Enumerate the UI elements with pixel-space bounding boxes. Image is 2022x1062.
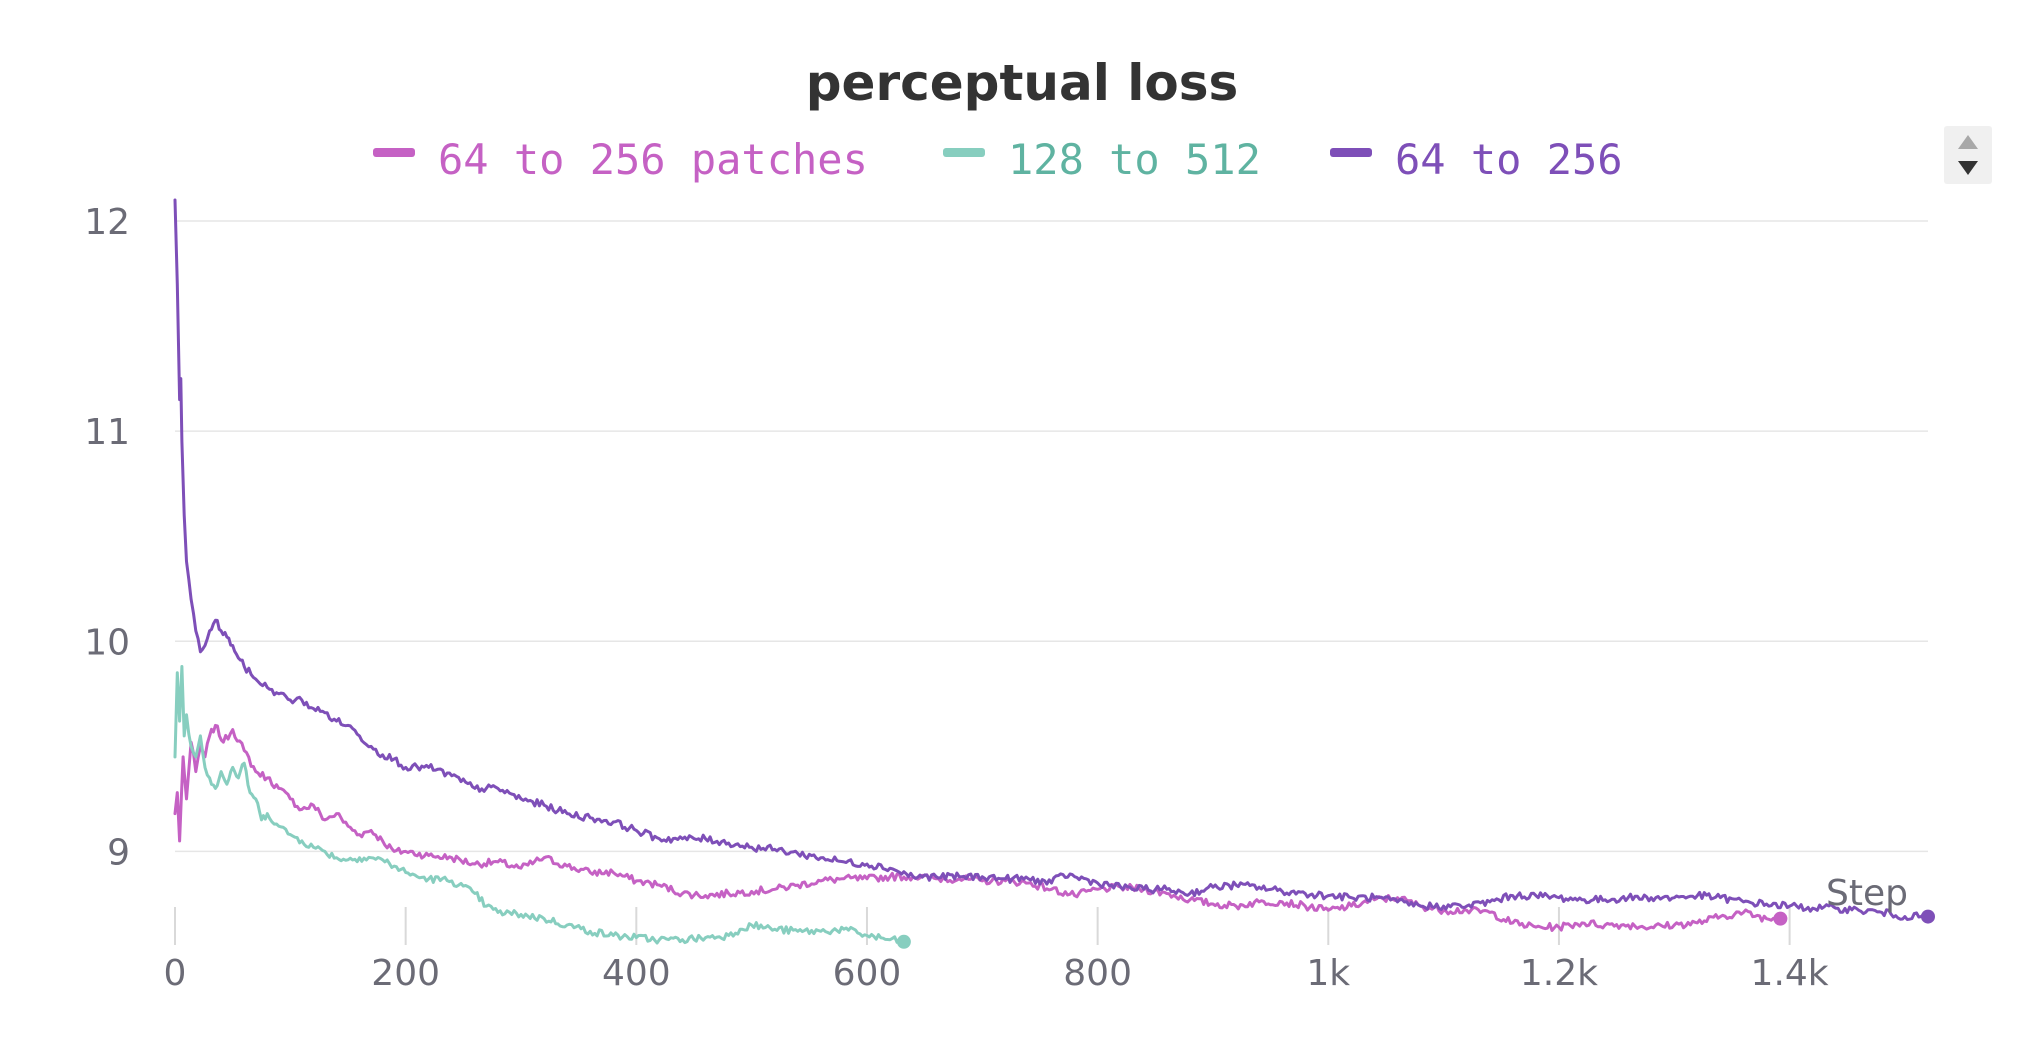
series-end-marker[interactable]	[896, 934, 911, 949]
legend-swatch	[1330, 148, 1372, 157]
x-tick-label: 1.4k	[1751, 953, 1829, 994]
legend-label: 128 to 512	[1008, 135, 1261, 184]
legend-item-64-to-256[interactable]: 64 to 256	[1330, 135, 1623, 184]
legend: 64 to 256 patches 128 to 512 64 to 256	[373, 135, 1623, 184]
plot-area	[173, 198, 1930, 945]
y-tick-label: 11	[84, 412, 130, 453]
legend-swatch	[943, 148, 985, 157]
series-end-marker[interactable]	[1921, 909, 1935, 924]
x-axis-label: Step	[1826, 873, 1908, 914]
triangle-up-icon[interactable]	[1958, 135, 1978, 149]
legend-item-128-to-512[interactable]: 128 to 512	[943, 135, 1261, 184]
chart-title: perceptual loss	[806, 54, 1239, 112]
x-tick-label: 400	[602, 953, 671, 994]
end-markers	[896, 909, 1935, 949]
y-axis: 9 10 11 12	[84, 202, 130, 873]
series-end-marker[interactable]	[1773, 911, 1788, 926]
series-line-3	[173, 198, 1930, 921]
x-axis: 0 200 400 600 800 1k 1.2k 1.4k	[164, 907, 1829, 994]
grid	[175, 220, 1928, 853]
y-tick-label: 9	[107, 832, 130, 873]
x-tick-label: 1k	[1306, 953, 1350, 994]
series-line-2	[173, 665, 906, 945]
legend-swatch	[373, 148, 415, 157]
series-line-1	[173, 723, 1782, 932]
legend-label: 64 to 256 patches	[438, 135, 868, 184]
legend-label: 64 to 256	[1395, 135, 1623, 184]
x-tick-label: 200	[371, 953, 440, 994]
legend-item-64-to-256-patches[interactable]: 64 to 256 patches	[373, 135, 868, 184]
x-tick-label: 0	[164, 953, 187, 994]
x-tick-label: 600	[833, 953, 902, 994]
x-tick-label: 800	[1063, 953, 1132, 994]
triangle-down-icon[interactable]	[1958, 161, 1978, 175]
y-tick-label: 10	[84, 622, 130, 663]
y-tick-label: 12	[84, 202, 130, 243]
x-tick-label: 1.2k	[1520, 953, 1598, 994]
legend-scroll-control[interactable]	[1944, 126, 1992, 184]
